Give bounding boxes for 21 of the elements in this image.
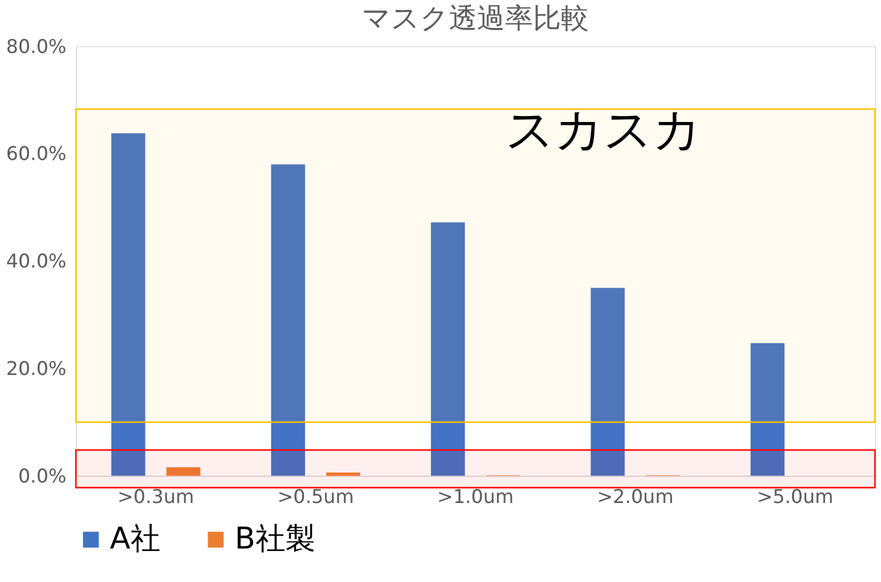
y-tick-label: 40.0%	[6, 250, 66, 273]
y-tick-label: 20.0%	[6, 358, 66, 380]
x-tick-label: >0.3um	[118, 486, 194, 508]
y-tick-label: 0.0%	[18, 465, 66, 488]
x-tick-label: >2.0um	[597, 486, 674, 508]
x-tick-label: >1.0um	[437, 486, 514, 508]
bar	[166, 467, 200, 476]
chart-title: マスク透過率比較	[362, 1, 589, 34]
bar	[271, 164, 306, 476]
bar	[430, 222, 465, 476]
y-tick-label: 60.0%	[6, 143, 66, 166]
bar	[590, 288, 625, 476]
bar	[111, 133, 146, 476]
annotation: スカスカ	[505, 103, 702, 158]
legend-label: A社	[110, 522, 160, 557]
y-tick-label: 80.0%	[6, 36, 66, 58]
legend-label: B社製	[234, 522, 316, 557]
x-tick-label: >5.0um	[756, 486, 834, 508]
bar	[326, 472, 360, 476]
x-tick-label: >0.5um	[277, 486, 354, 508]
bar	[750, 343, 785, 476]
